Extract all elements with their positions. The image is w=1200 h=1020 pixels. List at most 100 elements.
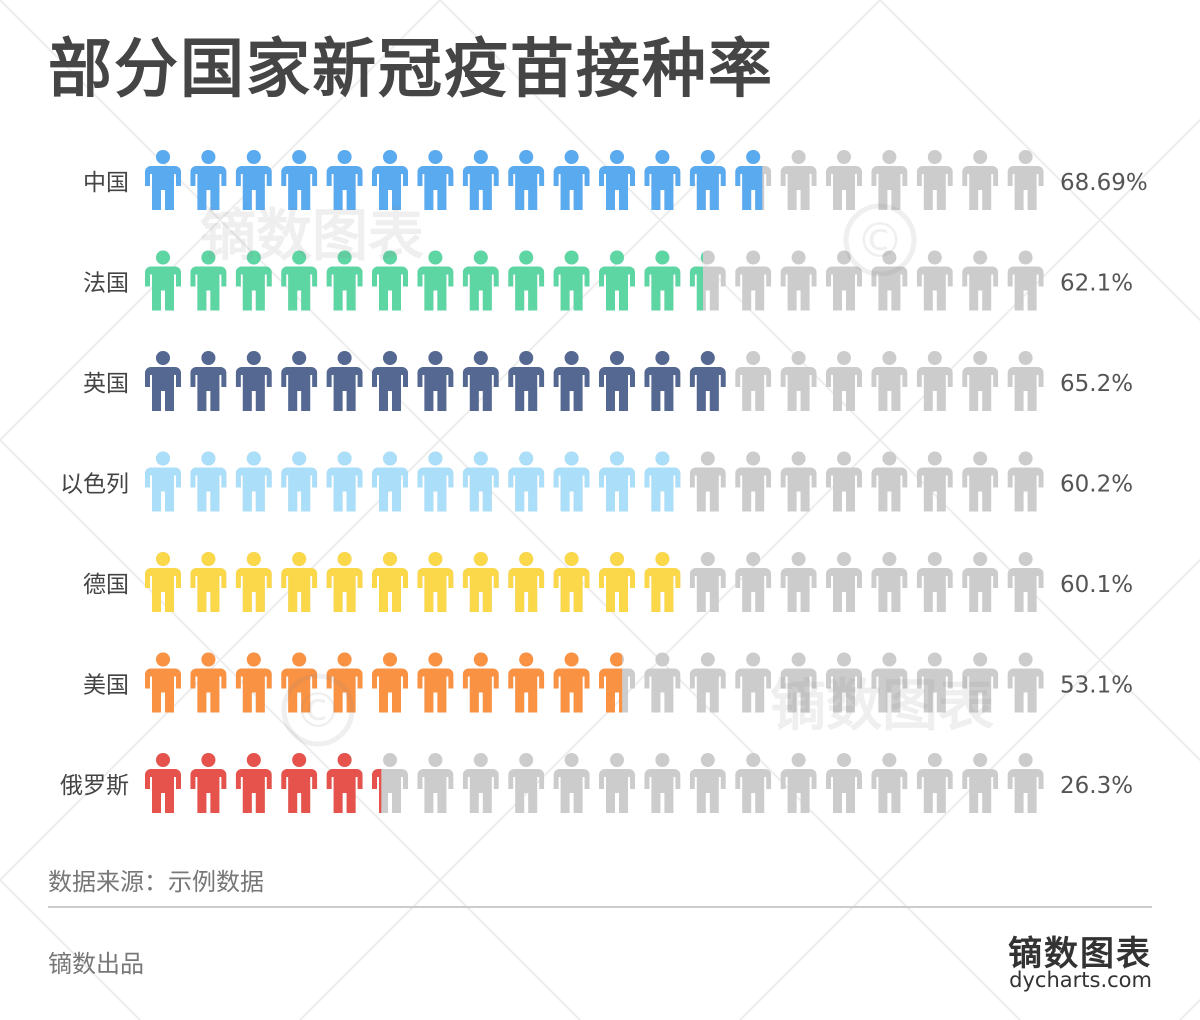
person-icon-filled <box>281 753 318 813</box>
pictograph-fill <box>145 753 382 813</box>
brand-logo-text: 镝数图表 <box>1008 934 1152 974</box>
person-icon-filled <box>372 351 408 411</box>
person-icon-filled <box>417 652 454 713</box>
person-icon-filled <box>326 150 363 210</box>
person-icon <box>780 451 817 512</box>
person-icon-filled <box>508 451 545 512</box>
person-icon <box>916 250 953 311</box>
person-icon <box>735 250 772 311</box>
person-icon-filled <box>372 150 408 210</box>
person-icon-filled <box>326 451 363 512</box>
person-icon-filled <box>235 150 272 210</box>
person-icon <box>962 150 999 210</box>
person-icon-filled <box>553 552 590 612</box>
person-icon-filled <box>417 451 454 512</box>
person-icon-filled <box>145 552 181 612</box>
data-source: 数据来源：示例数据 <box>48 868 264 896</box>
person-icon-filled <box>462 351 499 411</box>
person-icon <box>553 753 590 813</box>
person-icon-filled <box>372 451 408 512</box>
person-icon-filled <box>553 451 590 512</box>
person-icon-filled <box>281 150 318 210</box>
svg-text:©: © <box>294 683 342 739</box>
person-icon-filled <box>417 552 454 612</box>
person-icon <box>735 652 772 713</box>
producer-label: 镝数出品 <box>48 950 144 978</box>
svg-text:镝数图表: 镝数图表 <box>770 673 994 739</box>
person-icon-filled <box>281 552 318 612</box>
person-icon-filled <box>190 351 227 411</box>
category-label: 英国 <box>83 371 129 397</box>
person-icon-filled <box>508 250 545 311</box>
chart-title: 部分国家新冠疫苗接种率 <box>48 33 774 107</box>
person-icon-filled <box>235 451 272 512</box>
person-icon <box>372 753 408 813</box>
person-icon-filled <box>553 150 590 210</box>
person-icon-filled <box>553 250 590 311</box>
person-icon-filled <box>417 351 454 411</box>
person-icon-filled <box>326 753 363 813</box>
person-icon-filled <box>508 150 545 210</box>
pictograph-row: 德国 60.1% <box>83 552 1133 612</box>
person-icon-filled <box>644 150 681 210</box>
person-icon-filled <box>599 652 623 713</box>
person-icon-filled <box>735 150 763 210</box>
person-icon-filled <box>145 351 181 411</box>
person-icon-filled <box>599 552 635 612</box>
person-icon <box>871 753 908 813</box>
person-icon-filled <box>145 250 181 311</box>
person-icon <box>826 552 862 612</box>
person-icon <box>689 250 726 311</box>
person-icon-filled <box>508 351 545 411</box>
person-icon-filled <box>599 250 635 311</box>
person-icon-filled <box>462 552 499 612</box>
person-icon-filled <box>190 652 227 713</box>
person-icon <box>1007 753 1044 813</box>
person-icon <box>962 753 999 813</box>
person-icon <box>826 150 862 210</box>
person-icon <box>735 552 772 612</box>
value-label: 26.3% <box>1060 773 1133 799</box>
person-icon-filled <box>145 451 181 512</box>
person-icon <box>916 451 953 512</box>
person-icon <box>826 753 862 813</box>
person-icon <box>417 753 454 813</box>
person-icon-filled <box>462 250 499 311</box>
brand-url: dycharts.com <box>1009 968 1152 992</box>
person-icon-filled <box>462 451 499 512</box>
person-icon <box>689 552 726 612</box>
person-icon-filled <box>508 652 545 713</box>
person-icon-filled <box>689 351 726 411</box>
person-icon <box>962 351 999 411</box>
person-icon <box>780 150 817 210</box>
person-icon <box>962 451 999 512</box>
pictograph-row: 俄罗斯 26.3% <box>60 753 1133 813</box>
value-label: 53.1% <box>1060 673 1133 699</box>
person-icon-filled <box>644 552 681 612</box>
person-icon <box>508 753 545 813</box>
person-icon <box>871 150 908 210</box>
person-icon <box>689 652 726 713</box>
person-icon-filled <box>281 451 318 512</box>
person-icon-filled <box>599 351 635 411</box>
person-icon <box>644 652 681 713</box>
person-icon-filled <box>462 652 499 713</box>
person-icon <box>1007 451 1044 512</box>
person-icon <box>916 150 953 210</box>
person-icon <box>962 552 999 612</box>
person-icon <box>735 451 772 512</box>
person-icon <box>826 351 862 411</box>
person-icon <box>916 753 953 813</box>
person-icon-filled <box>235 753 272 813</box>
person-icon-filled <box>235 552 272 612</box>
person-icon-filled <box>508 552 545 612</box>
person-icon-filled <box>644 451 681 512</box>
category-label: 中国 <box>83 170 129 196</box>
person-icon <box>916 351 953 411</box>
pictograph-fill <box>145 451 681 512</box>
footer-divider <box>48 906 1152 908</box>
category-label: 法国 <box>83 271 129 297</box>
person-icon-filled <box>599 150 635 210</box>
